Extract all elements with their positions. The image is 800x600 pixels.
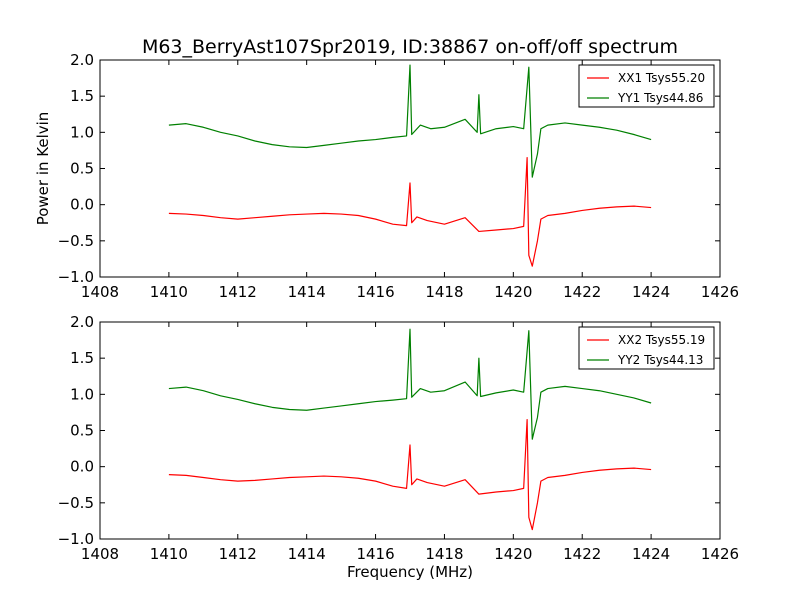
y-tick-label-2-3: 0.5 [70, 422, 94, 440]
x-tick-label-2-8: 1424 [632, 545, 670, 563]
x-tick-label-1-4: 1416 [356, 283, 394, 301]
legend-1: XX1 Tsys55.20 YY1 Tsys44.86 [578, 64, 715, 108]
y-tick-label-2-2: 0.0 [70, 458, 94, 476]
x-axis-label-2: Frequency (MHz) [347, 563, 473, 581]
y-axis-label-1: Power in Kelvin [34, 112, 52, 226]
x-tick-label-2-7: 1422 [563, 545, 601, 563]
y-tick-label-1-3: 0.5 [70, 160, 94, 178]
y-tick-label-1-2: 0.0 [70, 196, 94, 214]
x-tick-label-2-2: 1412 [219, 545, 257, 563]
x-tick-label-2-9: 1426 [701, 545, 739, 563]
y-tick-label-2-1: −0.5 [58, 494, 94, 512]
y-tick-label-2-0: −1.0 [58, 530, 94, 548]
x-tick-label-1-1: 1410 [150, 283, 188, 301]
x-tick-label-2-1: 1410 [150, 545, 188, 563]
x-tick-label-2-5: 1418 [425, 545, 463, 563]
x-tick-label-1-5: 1418 [425, 283, 463, 301]
legend-label-2-1: XX2 Tsys55.19 [618, 333, 705, 347]
series-line-2-2 [168, 328, 652, 440]
legend-label-1-1: XX1 Tsys55.20 [618, 71, 705, 85]
figure-title: M63_BerryAst107Spr2019, ID:38867 on-off/… [142, 36, 678, 58]
y-tick-label-1-4: 1.0 [70, 123, 94, 141]
x-tick-label-2-0: 1408 [81, 545, 119, 563]
x-tick-label-1-6: 1420 [494, 283, 532, 301]
x-tick-label-2-6: 1420 [494, 545, 532, 563]
series-line-1-1 [168, 157, 652, 267]
legend-box-2 [578, 326, 715, 370]
x-tick-label-1-2: 1412 [219, 283, 257, 301]
series-line-1-2 [168, 64, 652, 178]
x-tick-label-2-4: 1416 [356, 545, 394, 563]
y-tick-label-2-6: 2.0 [70, 313, 94, 331]
y-tick-label-1-6: 2.0 [70, 51, 94, 69]
legend-label-1-2: YY1 Tsys44.86 [617, 91, 703, 105]
x-tick-label-2-3: 1414 [288, 545, 326, 563]
chart-panel-1: 1408 1410 1412 1414 1416 1418 1420 1422 1424 1426… [34, 51, 739, 301]
y-tick-label-2-5: 1.5 [70, 349, 94, 367]
x-tick-label-1-8: 1424 [632, 283, 670, 301]
y-tick-label-1-1: −0.5 [58, 232, 94, 250]
x-tick-label-1-0: 1408 [81, 283, 119, 301]
legend-label-2-2: YY2 Tsys44.13 [617, 353, 703, 367]
chart-panel-2: 1408 1410 1412 1414 1416 1418 1420 1422 1424 1426… [58, 313, 740, 581]
x-tick-label-1-9: 1426 [701, 283, 739, 301]
series-line-2-1 [168, 419, 652, 531]
legend-box-1 [578, 64, 715, 108]
chart-panels: 1408 1410 1412 1414 1416 1418 1420 1422 1424 1426… [34, 51, 739, 581]
legend-2: XX2 Tsys55.19 YY2 Tsys44.13 [578, 326, 715, 370]
y-tick-label-1-5: 1.5 [70, 87, 94, 105]
y-tick-label-1-0: −1.0 [58, 268, 94, 286]
x-tick-label-1-7: 1422 [563, 283, 601, 301]
x-tick-label-1-3: 1414 [288, 283, 326, 301]
y-tick-label-2-4: 1.0 [70, 385, 94, 403]
